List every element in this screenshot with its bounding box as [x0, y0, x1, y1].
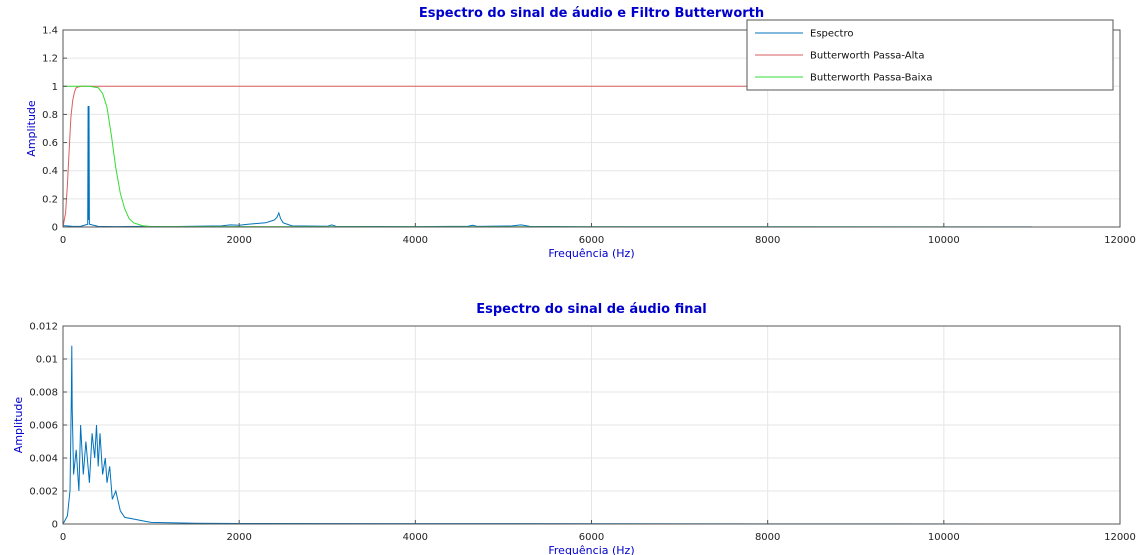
- x-axis-label: Frequência (Hz): [548, 247, 634, 260]
- chart-1: 0 2000 4000 6000 8000 10000 12000 0 0.2 0.4 0.6 0.8…: [25, 6, 1136, 260]
- y-tick-label: 0.004: [29, 454, 58, 465]
- series-line-1: [62, 345, 1032, 525]
- y-tick-label: 0.006: [29, 421, 58, 432]
- y-tick-label: 0.008: [29, 388, 58, 399]
- y-tick-label: 0: [52, 223, 58, 234]
- series-line-3: [63, 85, 1032, 228]
- y-tick-label: 0: [52, 520, 58, 531]
- x-tick-label: 12000: [1104, 235, 1136, 246]
- x-tick-label: 2000: [226, 532, 251, 543]
- legend-label: Butterworth Passa-Baixa: [810, 73, 932, 84]
- x-tick-label: 4000: [403, 532, 428, 543]
- y-tick-label: 0.012: [29, 322, 58, 333]
- x-tick-label: 4000: [403, 235, 428, 246]
- y-tick-label: 0.002: [29, 487, 58, 498]
- y-tick-label: 0.6: [42, 138, 58, 149]
- chart-title: Espectro do sinal de áudio final: [476, 302, 707, 317]
- y-axis-label: Amplitude: [12, 397, 25, 454]
- legend-box: [746, 19, 1114, 91]
- legend-label: Butterworth Passa-Alta: [810, 51, 924, 62]
- x-axis-label: Frequência (Hz): [548, 544, 634, 555]
- x-tick-label: 8000: [755, 532, 780, 543]
- x-tick-label: 10000: [928, 235, 960, 246]
- x-tick-label: 0: [60, 532, 66, 543]
- y-tick-label: 1.4: [42, 26, 58, 37]
- x-tick-label: 10000: [928, 532, 960, 543]
- x-tick-label: 2000: [226, 235, 251, 246]
- y-axis-label: Amplitude: [25, 100, 38, 157]
- y-tick-label: 0.4: [42, 166, 58, 177]
- chart-2: 0 2000 4000 6000 8000 10000 12000 0 0.002 0.004 0.…: [12, 302, 1136, 555]
- chart-title: Espectro do sinal de áudio e Filtro Butt…: [419, 6, 764, 21]
- y-tick-label: 1.2: [42, 54, 58, 65]
- y-tick-label: 0.01: [36, 355, 58, 366]
- series-line-1: [62, 105, 1032, 228]
- x-tick-label: 12000: [1104, 532, 1136, 543]
- y-tick-label: 1: [52, 82, 58, 93]
- legend: Espectro Butterworth Passa-Alta Butterwort…: [746, 19, 1114, 91]
- y-tick-label: 0.2: [42, 194, 58, 205]
- x-tick-label: 6000: [579, 235, 604, 246]
- x-tick-label: 6000: [579, 532, 604, 543]
- x-tick-label: 8000: [755, 235, 780, 246]
- legend-label: Espectro: [810, 29, 853, 40]
- x-tick-label: 0: [60, 235, 66, 246]
- y-tick-label: 0.8: [42, 110, 58, 121]
